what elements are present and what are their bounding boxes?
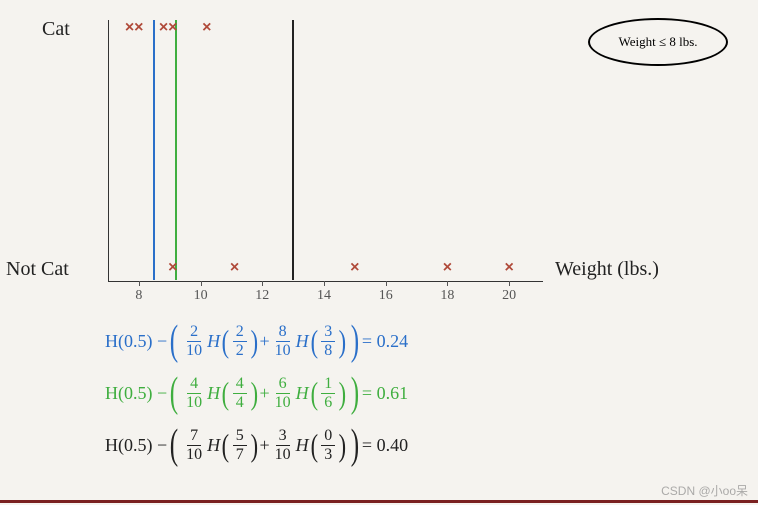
bubble-text: Weight ≤ 8 lbs. [618,34,697,50]
x-tick [447,281,448,286]
data-marker: × [504,259,513,277]
x-tick [201,281,202,286]
bottom-border [0,500,758,503]
x-tick-label: 18 [440,288,454,304]
watermark: CSDN @小oo呆 [661,482,748,499]
equation-row: H(0.5) − (410H(44) + 610H(16)) = 0.61 [105,367,408,419]
split-13 [292,20,294,280]
y-label-cat: Cat [42,18,70,41]
data-marker: × [134,19,143,37]
x-tick [139,281,140,286]
data-marker: × [230,259,239,277]
x-tick [262,281,263,286]
equation-row: H(0.5) − (210H(22) + 810H(38)) = 0.24 [105,315,408,367]
y-axis [108,20,109,282]
condition-bubble: Weight ≤ 8 lbs. [588,18,728,66]
data-marker: × [168,19,177,37]
x-tick-label: 20 [502,288,516,304]
split-8.5 [153,20,155,280]
equations-block: H(0.5) − (210H(22) + 810H(38)) = 0.24H(0… [105,315,408,471]
data-marker: × [125,19,134,37]
x-tick [324,281,325,286]
data-marker: × [202,19,211,37]
x-axis-label: Weight (lbs.) [555,258,659,281]
x-tick-label: 14 [317,288,331,304]
x-tick-label: 8 [135,288,142,304]
data-marker: × [159,19,168,37]
x-tick-label: 10 [194,288,208,304]
data-marker: × [350,259,359,277]
chart-area: Cat Not Cat Weight (lbs.) Weight ≤ 8 lbs… [0,0,758,310]
x-tick [509,281,510,286]
split-9.2 [175,20,177,280]
y-label-notcat: Not Cat [6,258,69,281]
data-marker: × [168,259,177,277]
x-tick-label: 16 [379,288,393,304]
x-axis [108,281,543,282]
x-tick-label: 12 [255,288,269,304]
equation-row: H(0.5) − (710H(57) + 310H(03)) = 0.40 [105,419,408,471]
x-tick [386,281,387,286]
data-marker: × [443,259,452,277]
